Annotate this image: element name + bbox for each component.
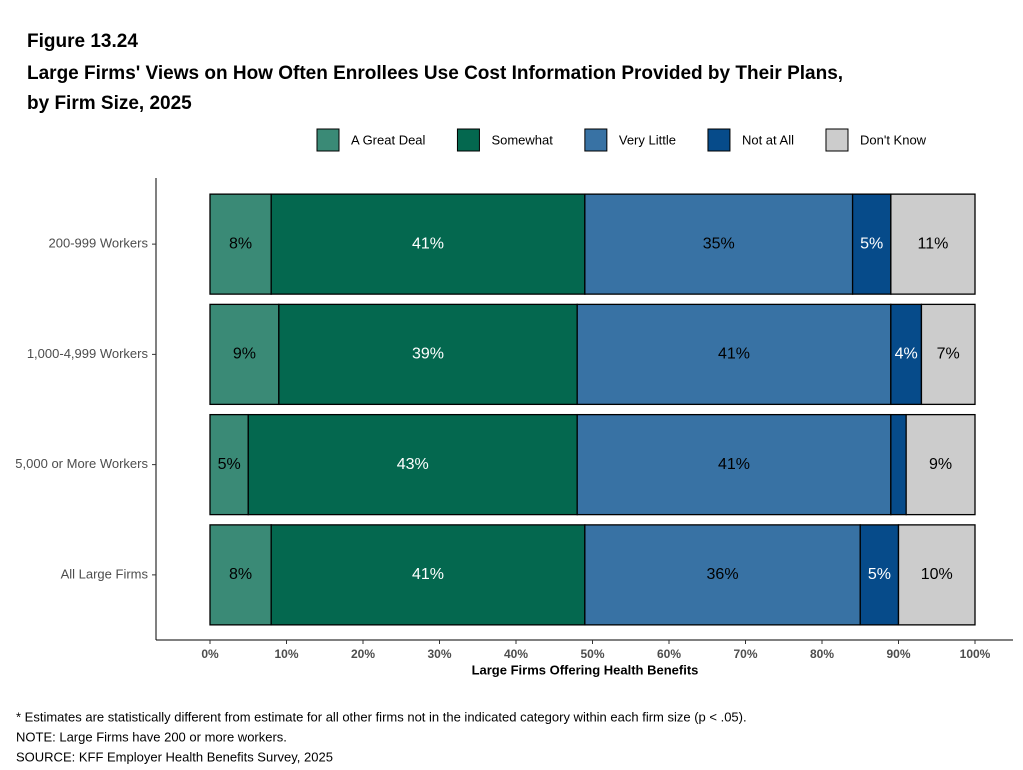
x-tick-label: 0% (201, 647, 219, 661)
bar-segment (576, 413, 892, 516)
data-label: 9% (929, 456, 952, 473)
legend-swatch (825, 128, 849, 152)
chart-title: Figure 13.24 (27, 31, 138, 52)
legend-label: A Great Deal (351, 132, 426, 147)
bar-segment (209, 303, 280, 406)
data-label: 41% (718, 346, 750, 363)
bar-segment (270, 524, 586, 626)
bar-segment (890, 303, 923, 406)
data-label: 9% (233, 346, 256, 363)
data-label: 36% (707, 566, 739, 583)
bar-segment (859, 524, 900, 626)
note: * Estimates are statistically different … (16, 709, 747, 724)
note: SOURCE: KFF Employer Health Benefits Sur… (16, 749, 333, 764)
bar-segment (278, 303, 578, 406)
legend-label: Very Little (619, 132, 676, 147)
bar-segment (890, 193, 976, 295)
x-tick-label: 10% (274, 647, 298, 661)
x-axis-title: Large Firms Offering Health Benefits (472, 662, 699, 677)
data-label: 5% (218, 456, 241, 473)
bar-segment (209, 524, 272, 626)
x-tick-label: 20% (351, 647, 375, 661)
note: NOTE: Large Firms have 200 or more worke… (16, 729, 287, 744)
legend-swatch (584, 128, 608, 152)
legend-label: Somewhat (491, 132, 553, 147)
bar-segment (247, 413, 578, 516)
x-tick-label: 90% (886, 647, 910, 661)
data-label: 35% (703, 235, 735, 252)
y-tick-label: All Large Firms (61, 566, 149, 581)
x-tick-label: 30% (427, 647, 451, 661)
data-label: 8% (229, 566, 252, 583)
x-tick-label: 50% (580, 647, 604, 661)
data-label: 7% (937, 346, 960, 363)
bar-segment (920, 303, 976, 406)
bar-segment (584, 193, 854, 295)
data-label: 41% (412, 235, 444, 252)
chart-title: Large Firms' Views on How Often Enrollee… (27, 63, 843, 84)
y-tick-label: 5,000 or More Workers (15, 456, 148, 471)
data-label: 5% (868, 566, 891, 583)
bar-segment (209, 413, 249, 516)
y-tick-label: 1,000-4,999 Workers (27, 346, 149, 361)
data-label: 39% (412, 346, 444, 363)
data-label: 4% (895, 346, 918, 363)
legend-label: Not at All (742, 132, 794, 147)
legend-swatch (707, 128, 731, 152)
data-label: 8% (229, 235, 252, 252)
bar-segment (584, 524, 861, 626)
x-tick-label: 60% (657, 647, 681, 661)
data-label: 5% (860, 235, 883, 252)
chart-title: by Firm Size, 2025 (27, 93, 192, 114)
bar-segment (905, 413, 976, 516)
legend-swatch (456, 128, 480, 152)
x-tick-label: 70% (733, 647, 757, 661)
data-label: 41% (718, 456, 750, 473)
legend-label: Don't Know (860, 132, 927, 147)
data-label: 10% (921, 566, 953, 583)
data-label: 41% (412, 566, 444, 583)
legend-swatch (316, 128, 340, 152)
data-label: 11% (918, 235, 949, 252)
x-tick-label: 80% (810, 647, 834, 661)
x-tick-label: 100% (960, 647, 991, 661)
x-tick-label: 40% (504, 647, 528, 661)
data-label: 43% (397, 456, 429, 473)
y-tick-label: 200-999 Workers (49, 236, 149, 251)
bar-segment (890, 413, 907, 516)
bar-segment (897, 524, 976, 626)
bar-segment (576, 303, 892, 406)
